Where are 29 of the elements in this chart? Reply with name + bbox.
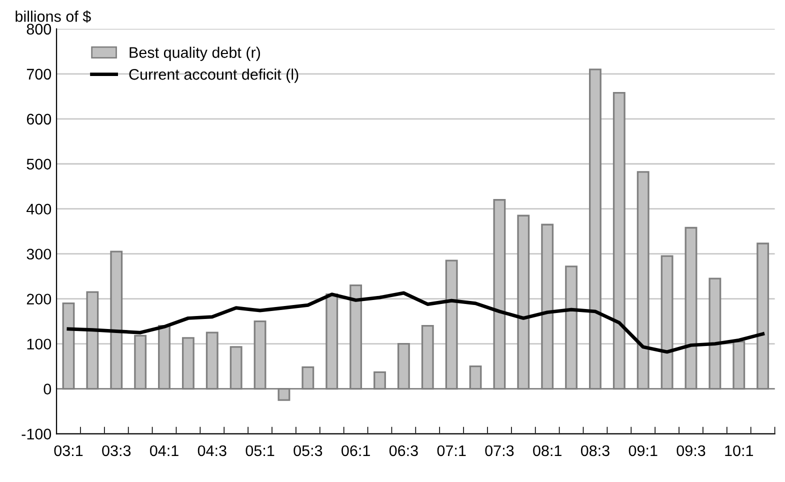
x-tick-label: 06:1 [342,445,370,456]
x-tick-label: 06:3 [389,445,418,456]
y-tick-label: 700 [26,68,52,80]
y-tick-label: 300 [26,248,52,260]
y-tick-label: 500 [26,158,52,170]
x-tick-label: 08:3 [580,445,610,456]
x-tick-label: 09:3 [676,445,706,456]
x-tick-label: 03:1 [54,445,83,456]
line-series [66,291,765,354]
y-tick-label: 400 [26,204,52,215]
x-tick-label: 09:1 [628,445,658,456]
legend-label: Best quality debt (r) [130,46,260,61]
x-tick-label: 08:1 [533,445,562,456]
y-tick-label: 800 [26,24,52,35]
x-tick-label: 04:3 [198,445,226,456]
y-tick-label: 200 [26,294,52,305]
x-tick-label: 05:3 [294,445,322,456]
x-tick-label: 07:3 [485,445,514,456]
legend-label: Current account deficit (l) [129,68,298,83]
y-tick-label: 600 [26,114,52,125]
x-tick-label: 10:1 [725,445,754,456]
y-tick-label: 100 [27,338,52,350]
x-tick-label: 04:1 [150,445,178,456]
x-tick-label: 03:3 [102,445,131,456]
y-tick-label: 0 [44,384,52,394]
y-axis-title: billions of $ [16,10,91,23]
y-tick-label: -100 [22,428,52,440]
x-tick-label: 05:1 [246,445,274,456]
x-tick-label: 07:1 [437,445,466,456]
